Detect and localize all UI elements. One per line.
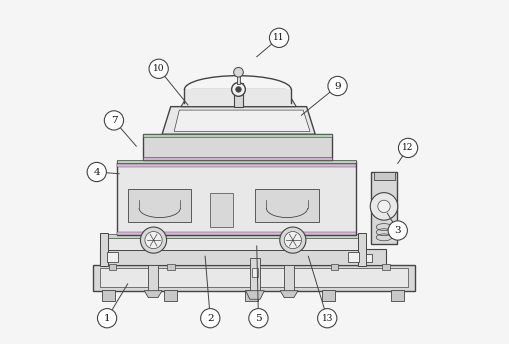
Circle shape (145, 232, 162, 249)
Text: 9: 9 (333, 82, 340, 90)
Text: 10: 10 (153, 64, 164, 73)
Bar (167, 264, 175, 270)
Bar (233, 83, 243, 107)
Bar (236, 74, 240, 84)
Bar (330, 264, 337, 270)
Bar (108, 264, 116, 270)
Bar (117, 160, 356, 163)
Bar (143, 157, 332, 160)
Circle shape (97, 309, 117, 328)
Circle shape (200, 309, 219, 328)
Bar (143, 134, 332, 160)
Bar (107, 252, 118, 262)
Text: 7: 7 (110, 116, 117, 125)
Text: 4: 4 (93, 168, 100, 176)
Bar (322, 290, 334, 301)
Bar (373, 172, 394, 180)
Bar (100, 237, 364, 250)
Bar (210, 193, 232, 227)
Bar (102, 290, 115, 301)
Text: 5: 5 (254, 314, 261, 323)
Circle shape (87, 162, 106, 182)
Bar (184, 89, 291, 103)
Bar (357, 233, 365, 266)
Circle shape (233, 67, 243, 77)
Circle shape (398, 138, 417, 158)
Bar (127, 189, 191, 222)
Bar (100, 268, 407, 287)
Bar (251, 268, 258, 277)
Circle shape (327, 76, 347, 96)
Bar (117, 161, 356, 235)
Polygon shape (245, 291, 264, 299)
Bar (143, 134, 332, 137)
Polygon shape (174, 110, 309, 131)
Circle shape (387, 221, 407, 240)
Bar (93, 265, 414, 291)
Text: 11: 11 (273, 33, 284, 42)
Circle shape (317, 309, 336, 328)
Bar (390, 290, 403, 301)
Bar (117, 164, 356, 167)
Bar (249, 258, 260, 291)
Text: 13: 13 (321, 314, 332, 323)
Bar (249, 264, 257, 270)
Text: 12: 12 (402, 143, 413, 152)
Circle shape (140, 227, 166, 253)
Circle shape (248, 309, 268, 328)
Bar (244, 290, 257, 301)
Circle shape (104, 111, 123, 130)
Polygon shape (181, 89, 296, 107)
Polygon shape (162, 107, 315, 134)
Polygon shape (144, 291, 162, 298)
Bar (100, 249, 385, 265)
Text: 3: 3 (393, 226, 400, 235)
Bar (148, 265, 158, 291)
Circle shape (370, 193, 397, 220)
Bar (371, 172, 397, 244)
Text: 1: 1 (103, 314, 110, 323)
Bar (100, 233, 107, 266)
Circle shape (377, 200, 389, 213)
Polygon shape (279, 291, 297, 298)
Circle shape (269, 28, 288, 47)
Circle shape (149, 59, 168, 78)
Bar (365, 254, 371, 262)
Bar (100, 234, 364, 238)
Bar (347, 252, 358, 262)
Circle shape (235, 87, 241, 92)
Bar (284, 265, 293, 291)
Circle shape (231, 83, 245, 96)
Bar (254, 189, 318, 222)
Circle shape (279, 227, 305, 253)
Bar (163, 290, 177, 301)
Text: 2: 2 (207, 314, 213, 323)
Bar (382, 264, 389, 270)
Circle shape (284, 232, 301, 249)
Bar (117, 232, 356, 235)
